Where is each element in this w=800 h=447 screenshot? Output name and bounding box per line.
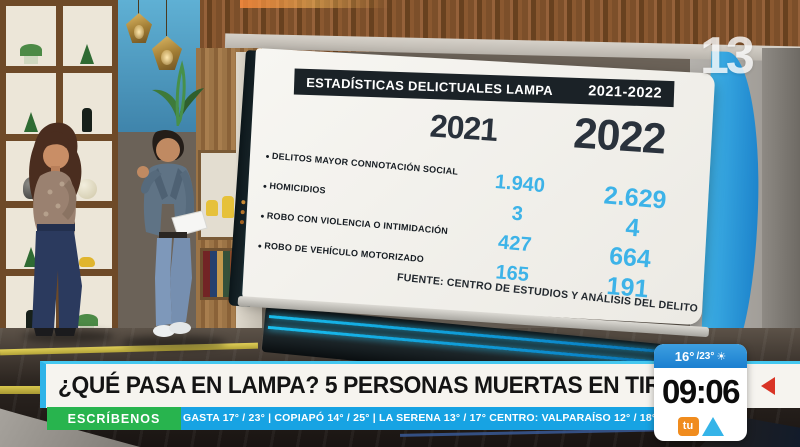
warm-light-strip <box>240 0 390 8</box>
presenter-man <box>137 129 208 337</box>
weather-strip: 16° /23° ☀ <box>654 344 747 368</box>
dia-triangle-icon <box>701 416 724 436</box>
stat-label: ROBO DE VEHÍCULO MOTORIZADO <box>257 240 463 268</box>
shelf-cell <box>62 6 112 67</box>
red-arrow-icon <box>760 377 775 395</box>
lamp-cord <box>138 0 139 14</box>
board-title: ESTADÍSTICAS DELICTUALES LAMPA <box>305 74 554 98</box>
year-column-2022: 2022 <box>572 109 667 164</box>
gold-duck-icon <box>79 256 96 267</box>
yellow-decor-item <box>206 200 218 216</box>
bottle-icon <box>25 310 36 334</box>
escribenos-badge: ESCRÍBENOS <box>47 407 181 430</box>
shelf-cell <box>62 73 112 134</box>
yellow-floor-line <box>0 386 46 394</box>
sun-icon: ☀ <box>716 350 727 363</box>
temp-high: 16° <box>674 348 695 364</box>
floor-shadow <box>122 336 226 349</box>
palm-plant <box>152 60 204 126</box>
stats-board: ESTADÍSTICAS DELICTUALES LAMPA 2021-2022… <box>241 48 716 326</box>
tree-decor-icon <box>80 44 95 65</box>
yellow-decor-item <box>222 196 234 218</box>
headline-text: ¿QUÉ PASA EN LAMPA? 5 PERSONAS MUERTAS E… <box>58 372 724 399</box>
clock-widget: 16° /23° ☀ 09:06 tu <box>654 344 747 441</box>
channel-13-watermark: 13 <box>700 27 755 85</box>
tree-decor-icon <box>23 111 38 132</box>
temp-low: /23° <box>696 350 715 362</box>
tu-logo-square: tu <box>677 416 699 436</box>
board-period: 2021-2022 <box>587 83 663 102</box>
shelf-cell <box>6 73 56 134</box>
presenter-woman <box>29 122 82 336</box>
sphere-decor-icon <box>77 179 98 200</box>
plant-icon <box>19 44 42 65</box>
tree-decor-icon <box>23 246 38 267</box>
year-column-2021: 2021 <box>428 107 499 149</box>
tu-dia-logo: tu <box>654 415 747 441</box>
lamp-cord <box>166 0 167 36</box>
bottle-icon <box>82 107 93 132</box>
clock-time: 09:06 <box>662 372 740 410</box>
shelf-cell <box>6 6 56 67</box>
board-title-band: ESTADÍSTICAS DELICTUALES LAMPA 2021-2022 <box>293 68 675 108</box>
city-weather-ticker: GASTA 17° / 23° | COPIAPÓ 14° / 25° | LA… <box>125 407 657 430</box>
